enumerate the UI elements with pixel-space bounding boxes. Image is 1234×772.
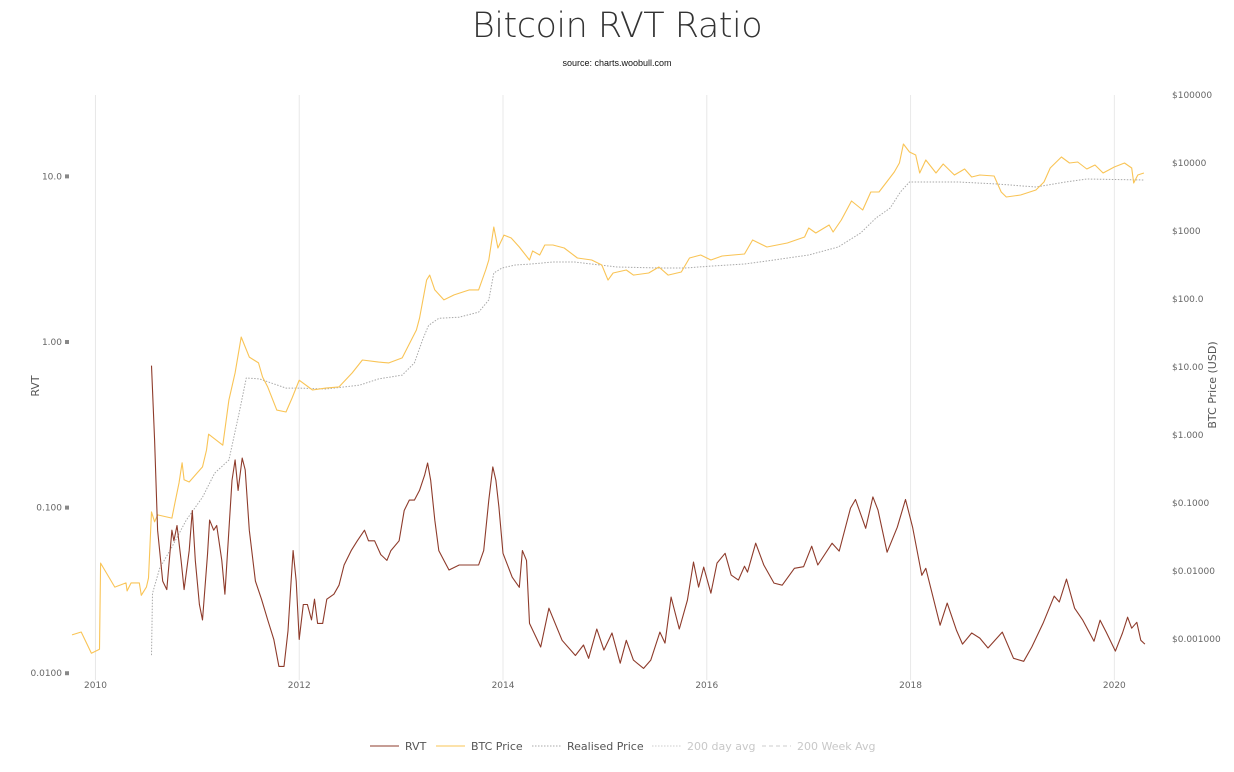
right-tick-label: $0.01000 — [1172, 567, 1215, 577]
left-tick-label: 10.0 — [42, 172, 62, 182]
legend-item-realised-price[interactable]: Realised Price — [532, 740, 644, 753]
right-tick-label: $0.1000 — [1172, 499, 1209, 509]
right-axis-label: BTC Price (USD) — [1206, 341, 1219, 428]
x-tick-label: 2020 — [1103, 681, 1126, 691]
right-axis-ticks: $100000 $10000 $1000 $100.0 $10.00 $1.000 $0.1… — [1172, 91, 1221, 645]
x-tick-label: 2014 — [492, 681, 515, 691]
legend-item-200-week-avg[interactable]: 200 Week Avg — [762, 740, 876, 753]
legend-label: RVT — [405, 740, 427, 753]
left-tick-marker — [65, 339, 69, 344]
left-axis-ticks: 10.0 1.00 0.100 0.0100 — [31, 172, 69, 679]
right-tick-label: $10.00 — [1172, 363, 1204, 373]
left-tick-marker — [65, 174, 69, 179]
right-tick-label: $100000 — [1172, 91, 1212, 101]
chart-title: Bitcoin RVT Ratio — [471, 6, 763, 46]
legend-label: 200 Week Avg — [797, 740, 876, 753]
series-line-realised-price — [151, 178, 1144, 656]
left-tick-marker — [65, 671, 69, 676]
legend-item-btc-price[interactable]: BTC Price — [436, 740, 523, 753]
legend-label: BTC Price — [471, 740, 523, 753]
left-tick-marker — [65, 505, 69, 510]
right-tick-label: $10000 — [1172, 159, 1207, 169]
series-line-btc-price — [71, 143, 1145, 654]
x-tick-label: 2016 — [695, 681, 718, 691]
right-tick-label: $1000 — [1172, 227, 1201, 237]
series-lines — [71, 143, 1146, 669]
right-tick-label: $1.000 — [1172, 431, 1204, 441]
left-tick-label: 1.00 — [42, 338, 62, 348]
x-tick-label: 2012 — [288, 681, 311, 691]
right-tick-label: $100.0 — [1172, 295, 1204, 305]
left-tick-label: 0.0100 — [31, 669, 63, 679]
legend: RVT BTC Price Realised Price 200 day avg 200… — [370, 740, 876, 753]
x-axis-ticks: 2010 2012 2014 2016 2018 2020 — [84, 681, 1126, 691]
left-axis-label: RVT — [29, 375, 42, 397]
legend-label: Realised Price — [567, 740, 644, 753]
legend-item-200-day-avg[interactable]: 200 day avg — [652, 740, 755, 753]
gridlines — [94, 95, 1115, 680]
left-tick-label: 0.100 — [36, 504, 62, 514]
legend-label: 200 day avg — [687, 740, 755, 753]
right-tick-label: $0.001000 — [1172, 635, 1221, 645]
legend-item-rvt[interactable]: RVT — [370, 740, 427, 753]
series-line-rvt — [150, 365, 1146, 669]
chart-subtitle: source: charts.woobull.com — [562, 58, 672, 68]
x-tick-label: 2010 — [84, 681, 107, 691]
x-tick-label: 2018 — [899, 681, 922, 691]
